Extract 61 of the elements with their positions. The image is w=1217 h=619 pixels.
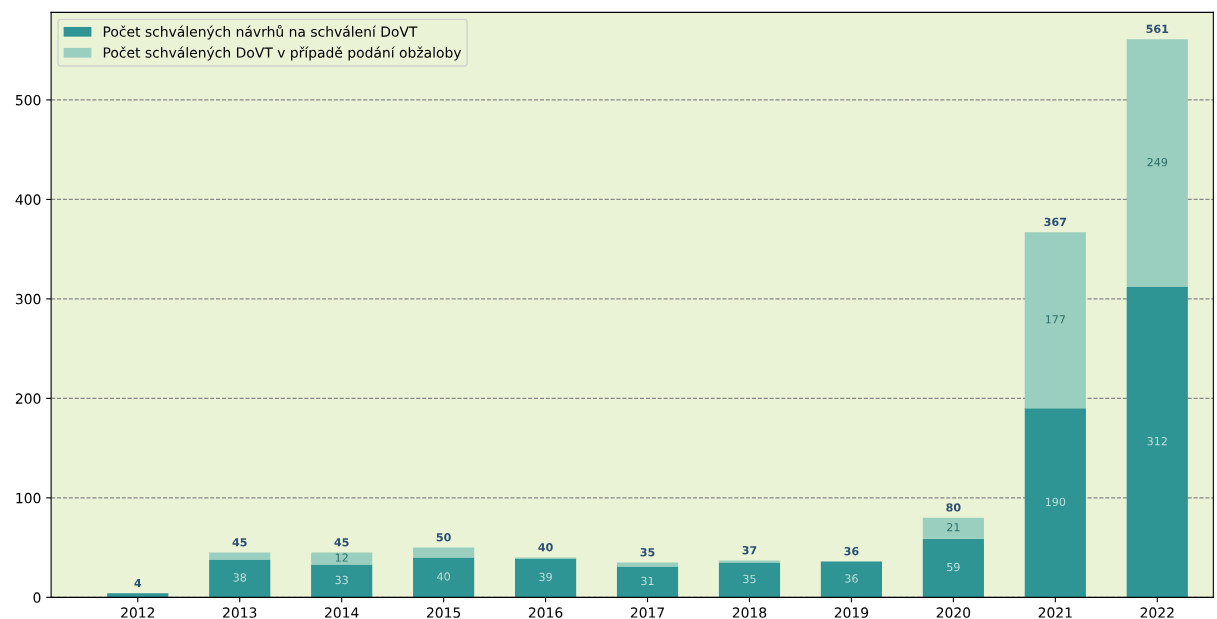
- total-label: 4: [134, 578, 142, 588]
- data-label: 312: [1147, 436, 1167, 446]
- legend-label: Počet schválených návrhů na schválení DoVT: [103, 24, 418, 40]
- bar: [1126, 286, 1188, 598]
- data-label: 59: [947, 562, 960, 572]
- total-label: 36: [844, 546, 859, 556]
- y-tick-label: 300: [15, 293, 41, 305]
- x-tick-label: 2017: [630, 607, 665, 618]
- total-label: 45: [232, 538, 247, 547]
- data-label: 36: [845, 574, 858, 583]
- bar: [922, 517, 984, 539]
- data-label: 12: [335, 553, 348, 562]
- bar: [209, 552, 271, 560]
- total-label: 35: [640, 547, 655, 557]
- x-tick-label: 2021: [1038, 607, 1072, 618]
- data-label: 21: [947, 523, 960, 532]
- x-tick-label: 2022: [1140, 607, 1174, 618]
- data-label: 38: [233, 573, 247, 582]
- total-label: 50: [436, 533, 451, 542]
- data-label: 33: [335, 575, 348, 585]
- total-label: 40: [538, 543, 553, 552]
- bar: [413, 547, 475, 558]
- bar: [209, 559, 271, 598]
- bar: [107, 593, 169, 598]
- data-label: 190: [1045, 497, 1066, 507]
- data-label: 249: [1147, 157, 1168, 167]
- bar: [616, 566, 679, 598]
- y-tick-label: 500: [15, 94, 41, 106]
- y-tick-label: 400: [15, 194, 41, 205]
- x-tick-label: 2018: [732, 607, 767, 618]
- bar: [514, 558, 577, 598]
- y-tick-label: 0: [33, 592, 41, 603]
- x-tick-label: 2020: [936, 607, 971, 618]
- x-tick-label: 2013: [223, 607, 257, 618]
- y-tick-label: 100: [16, 492, 41, 504]
- bar: [311, 552, 373, 565]
- total-label: 80: [946, 503, 961, 512]
- data-label: 40: [437, 572, 450, 581]
- bar: [311, 564, 373, 598]
- x-tick-label: 2016: [528, 607, 563, 618]
- x-tick-label: 2015: [426, 607, 461, 618]
- x-tick-label: 2014: [325, 607, 359, 618]
- x-tick-label: 2012: [121, 607, 155, 618]
- bar: [413, 557, 475, 598]
- legend-label: Počet schválených DoVT v případě podání obžaloby: [103, 46, 462, 61]
- bar: [1024, 232, 1086, 409]
- data-label: 39: [539, 572, 552, 582]
- total-label: 367: [1044, 217, 1067, 227]
- bar: [1024, 408, 1086, 598]
- bar: [922, 538, 984, 598]
- data-label: 31: [641, 576, 654, 586]
- x-tick-label: 2019: [834, 607, 869, 618]
- bar: [718, 562, 781, 598]
- bar: [820, 561, 883, 598]
- y-tick-label: 200: [15, 393, 41, 404]
- total-label: 561: [1146, 24, 1169, 34]
- total-label: 45: [334, 538, 349, 547]
- total-label: 37: [742, 545, 757, 555]
- bar: [1126, 39, 1188, 287]
- data-label: 177: [1045, 315, 1065, 324]
- data-label: 35: [743, 574, 756, 584]
